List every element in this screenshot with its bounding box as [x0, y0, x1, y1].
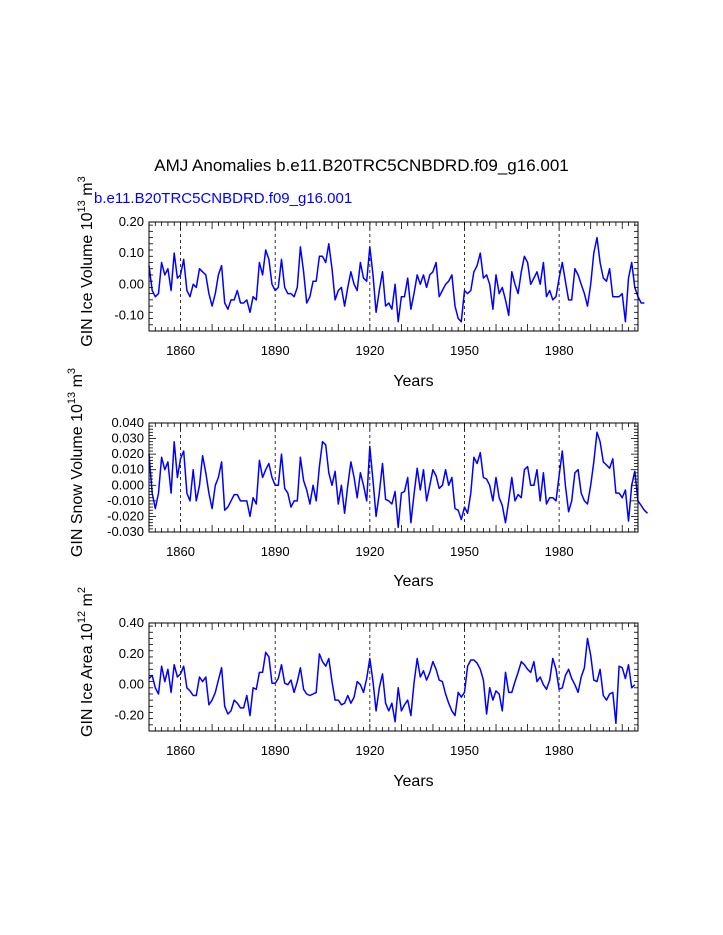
y-tick-label: -0.10 — [114, 307, 144, 322]
y-tick-label: -0.20 — [114, 708, 144, 723]
x-axis-label: Years — [393, 773, 433, 790]
x-tick-label: 1860 — [166, 343, 195, 358]
series-line — [148, 431, 649, 529]
y-tick-label: 0.00 — [119, 276, 144, 291]
y-tick-label: 0.00 — [119, 677, 144, 692]
x-tick-label: 1860 — [166, 544, 195, 559]
x-axis-label: Years — [393, 573, 433, 590]
x-tick-label: 1860 — [166, 743, 195, 758]
y-tick-label: 0.000 — [111, 477, 144, 492]
y-tick-label: 0.010 — [111, 462, 144, 477]
y-tick-label: 0.030 — [111, 431, 144, 446]
plot-frame — [148, 622, 639, 732]
x-axis-label: Years — [393, 373, 433, 390]
x-tick-label: 1980 — [545, 544, 574, 559]
plot-frame — [148, 221, 639, 332]
y-tick-label: 0.40 — [119, 615, 144, 630]
case-subtitle: b.e11.B20TRC5CNBDRD.f09_g16.001 — [94, 190, 353, 207]
x-tick-label: 1920 — [355, 544, 384, 559]
x-tick-label: 1890 — [261, 743, 290, 758]
x-tick-label: 1920 — [355, 343, 384, 358]
x-tick-label: 1980 — [545, 343, 574, 358]
x-tick-label: 1920 — [355, 743, 384, 758]
panel-1: 1860 1890 1920 1950 1980 0.20 0.10 0.00 -0.10 Yea… — [76, 176, 645, 390]
y-tick-label: 0.10 — [119, 245, 144, 260]
y-tick-label: 0.020 — [111, 446, 144, 461]
series-line — [148, 637, 636, 725]
y-tick-label: -0.030 — [107, 524, 144, 539]
y-axis-label: GIN Ice Area 1012 m2 — [76, 587, 96, 737]
chart-title: AMJ Anomalies b.e11.B20TRC5CNBDRD.f09_g1… — [154, 156, 569, 175]
y-tick-label: -0.010 — [107, 493, 144, 508]
panel-2: 1860 1890 1920 1950 1980 0.0400.0300.0200.010… — [66, 368, 649, 590]
y-tick-label: -0.020 — [107, 508, 144, 523]
x-tick-label: 1950 — [450, 343, 479, 358]
x-tick-label: 1950 — [450, 544, 479, 559]
y-tick-label: 0.20 — [119, 646, 144, 661]
x-tick-label: 1890 — [261, 343, 290, 358]
y-axis-label: GIN Snow Volume 1013 m3 — [66, 368, 86, 557]
x-tick-label: 1980 — [545, 743, 574, 758]
x-tick-label: 1950 — [450, 743, 479, 758]
plot-frame — [148, 422, 639, 533]
series-line — [148, 236, 645, 323]
y-tick-label: 0.20 — [119, 214, 144, 229]
y-axis-label: GIN Ice Volume 1013 m3 — [76, 176, 96, 346]
y-tick-label: 0.040 — [111, 415, 144, 430]
x-tick-label: 1890 — [261, 544, 290, 559]
panel-3: 1860 1890 1920 1950 1980 0.40 0.20 0.00 -0.20 Yea… — [76, 587, 639, 790]
